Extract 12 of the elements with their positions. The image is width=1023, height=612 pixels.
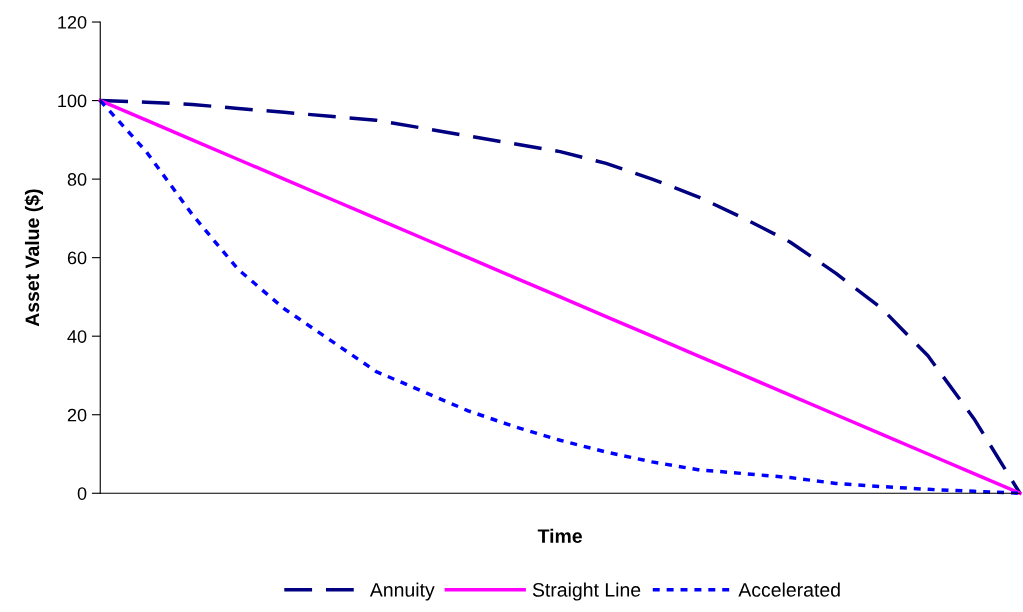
y-tick-label: 80 bbox=[67, 173, 87, 186]
x-axis-title: Time bbox=[537, 528, 582, 543]
legend-label: Accelerated bbox=[738, 582, 840, 597]
y-tick-label: 40 bbox=[67, 330, 87, 343]
legend-label: Annuity bbox=[369, 582, 435, 601]
y-tick-label: 20 bbox=[67, 408, 87, 422]
y-tick-label: 0 bbox=[77, 487, 87, 500]
legend-label: Straight Line bbox=[532, 582, 641, 601]
y-tick-label: 100 bbox=[58, 94, 87, 108]
y-tick-label: 120 bbox=[58, 15, 87, 29]
y-tick-label: 60 bbox=[67, 251, 87, 265]
y-axis-title: Asset Value ($) bbox=[24, 189, 44, 327]
